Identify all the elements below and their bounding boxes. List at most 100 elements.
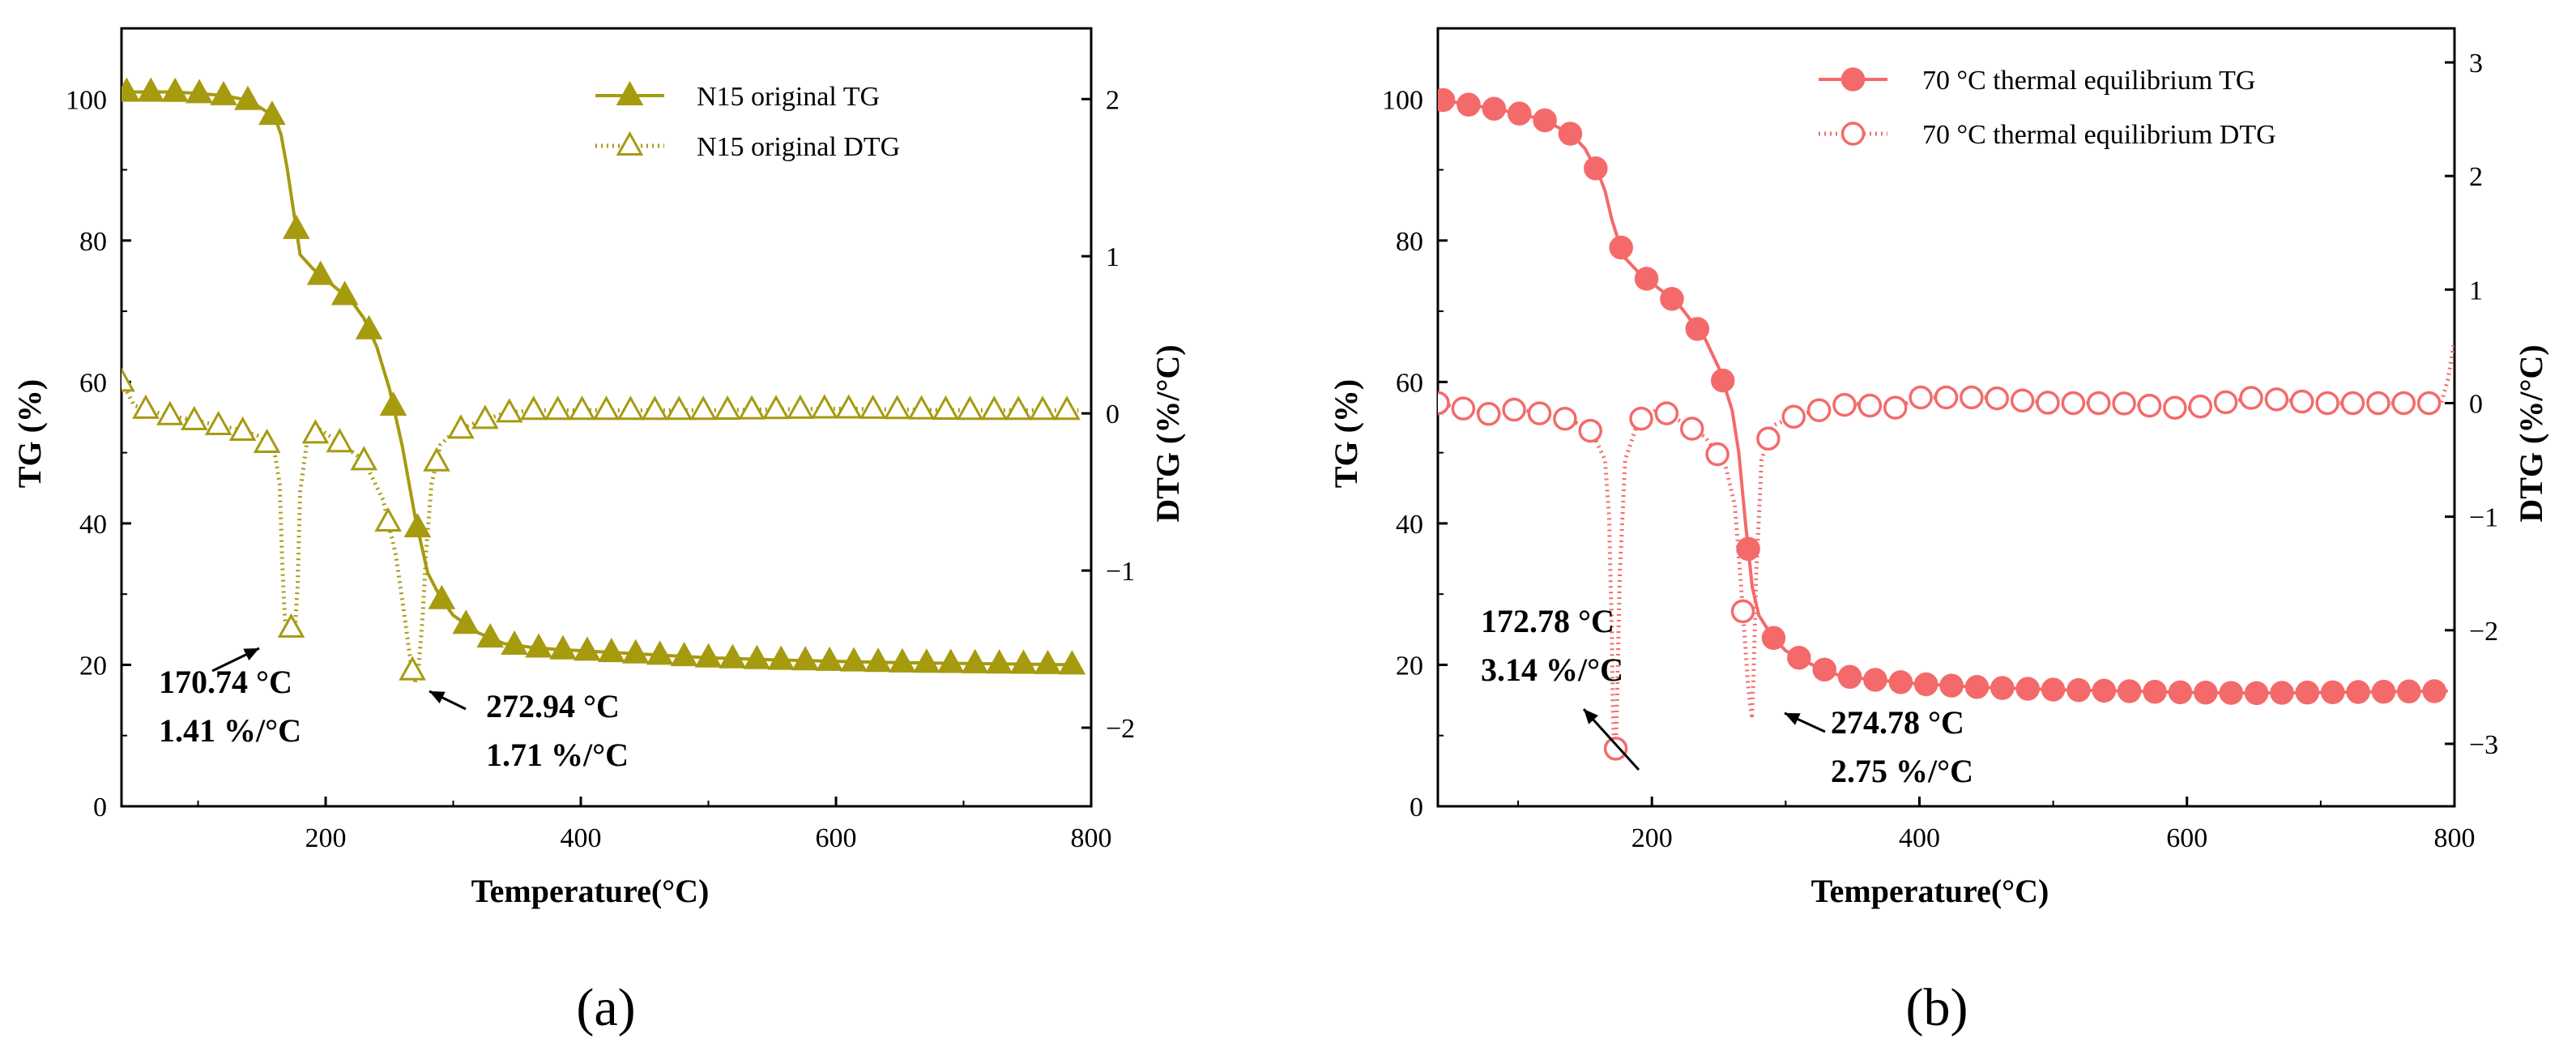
series-dtg	[122, 367, 1081, 685]
data-point-marker	[234, 85, 262, 110]
data-point-marker	[1806, 398, 1832, 422]
data-point-marker	[1863, 668, 1887, 692]
x-tick-label: 400	[1899, 823, 1940, 853]
data-point-marker	[374, 506, 402, 532]
y-tick-label: 60	[79, 368, 107, 398]
data-point-marker	[2346, 680, 2370, 704]
data-point-marker	[592, 395, 621, 421]
data-point-marker	[889, 647, 916, 673]
data-point-marker	[2087, 391, 2111, 416]
data-point-marker	[1756, 426, 1781, 451]
y-tick-label: 20	[79, 651, 107, 681]
y2-tick-label: −3	[2469, 730, 2498, 760]
data-point-marker	[1960, 385, 1984, 410]
data-point-marker	[1787, 645, 1811, 670]
data-point-marker	[501, 630, 528, 656]
data-point-marker	[2239, 386, 2263, 410]
legend-label: 70 °C thermal equilibrium DTG	[1922, 120, 2276, 150]
legend-marker	[1840, 122, 1866, 146]
data-point-marker	[156, 400, 184, 425]
data-point-marker	[1058, 650, 1086, 675]
data-point-marker	[621, 639, 650, 664]
annotation-rate: 3.14 %/°C	[1481, 652, 1623, 688]
y2-tick-label: −1	[1106, 557, 1135, 587]
annotation-rate: 1.71 %/°C	[486, 737, 629, 773]
data-point-marker	[985, 649, 1013, 674]
data-point-marker	[2143, 679, 2167, 704]
data-point-marker	[1964, 675, 1990, 699]
annotation-temperature: 172.78 °C	[1481, 603, 1614, 639]
data-point-marker	[2163, 395, 2187, 420]
data-point-marker	[1029, 395, 1056, 421]
data-point-marker	[471, 404, 499, 429]
data-point-marker	[210, 80, 237, 105]
data-point-marker	[1685, 317, 1710, 341]
y-axis-title: TG (%)	[11, 379, 48, 488]
data-point-marker	[161, 77, 189, 102]
y2-tick-label: 2	[1106, 85, 1120, 115]
data-point-marker	[2213, 390, 2238, 415]
annotation-temperature: 170.74 °C	[159, 664, 292, 700]
legend: N15 original TG N15 original DTG	[595, 80, 900, 162]
data-point-marker	[1837, 664, 1862, 690]
data-point-marker	[859, 394, 887, 419]
data-point-marker	[1477, 402, 1501, 426]
data-point-marker	[670, 641, 698, 667]
legend-marker	[616, 80, 644, 105]
data-point-marker	[689, 395, 718, 421]
data-point-marker	[767, 645, 795, 670]
data-point-marker	[379, 391, 407, 417]
y2-tick-label: 0	[2469, 389, 2483, 419]
panel-label: (a)	[576, 978, 635, 1037]
data-point-marker	[1761, 626, 1786, 651]
data-point-marker	[738, 395, 766, 420]
data-point-marker	[525, 633, 552, 658]
y-tick-label: 100	[1382, 85, 1423, 115]
data-point-marker	[1482, 96, 1507, 121]
data-point-marker	[2194, 680, 2218, 705]
x-tick-label: 800	[1071, 823, 1112, 853]
data-point-marker	[447, 414, 475, 439]
data-point-marker	[282, 214, 310, 239]
data-point-marker	[1888, 670, 1913, 694]
data-point-marker	[1634, 267, 1659, 291]
y-tick-label: 40	[79, 510, 107, 540]
y-tick-label: 0	[1410, 793, 1423, 822]
data-point-marker	[2137, 393, 2162, 418]
annotation-temperature: 272.94 °C	[486, 688, 620, 724]
data-point-marker	[1451, 396, 1476, 421]
data-point-marker	[2244, 681, 2269, 706]
y2-tick-label: 3	[2469, 49, 2483, 79]
legend-label: N15 original DTG	[697, 132, 900, 162]
data-point-marker	[568, 395, 596, 421]
data-point-marker	[2422, 679, 2446, 703]
y2-tick-label: 2	[2469, 162, 2483, 192]
data-point-marker	[762, 395, 790, 420]
data-point-marker	[646, 640, 674, 665]
data-point-marker	[816, 646, 843, 671]
data-point-marker	[1990, 676, 2015, 700]
annotation-temperature: 274.78 °C	[1831, 704, 1964, 741]
data-point-marker	[350, 446, 378, 471]
data-point-marker	[1609, 235, 1633, 260]
annotation-rate: 1.41 %/°C	[159, 712, 301, 749]
data-point-marker	[1939, 673, 1964, 698]
peak-annotation: 170.74 °C 1.41 %/°C	[159, 647, 301, 749]
data-point-marker	[399, 656, 426, 681]
data-point-marker	[980, 395, 1009, 421]
data-point-marker	[2397, 679, 2421, 704]
plot-frame	[1436, 27, 2456, 808]
data-point-marker	[423, 446, 450, 472]
x-tick-label: 600	[816, 823, 857, 853]
data-point-marker	[326, 428, 354, 453]
data-point-marker	[1857, 393, 1883, 418]
data-point-marker	[228, 416, 257, 441]
x-tick-label: 800	[2434, 823, 2476, 853]
data-point-marker	[2416, 391, 2442, 416]
data-point-marker	[253, 428, 281, 453]
data-point-marker	[1578, 418, 1602, 443]
y2-tick-label: 1	[1106, 242, 1120, 272]
data-point-marker	[2188, 394, 2212, 419]
data-point-marker	[1004, 395, 1033, 421]
